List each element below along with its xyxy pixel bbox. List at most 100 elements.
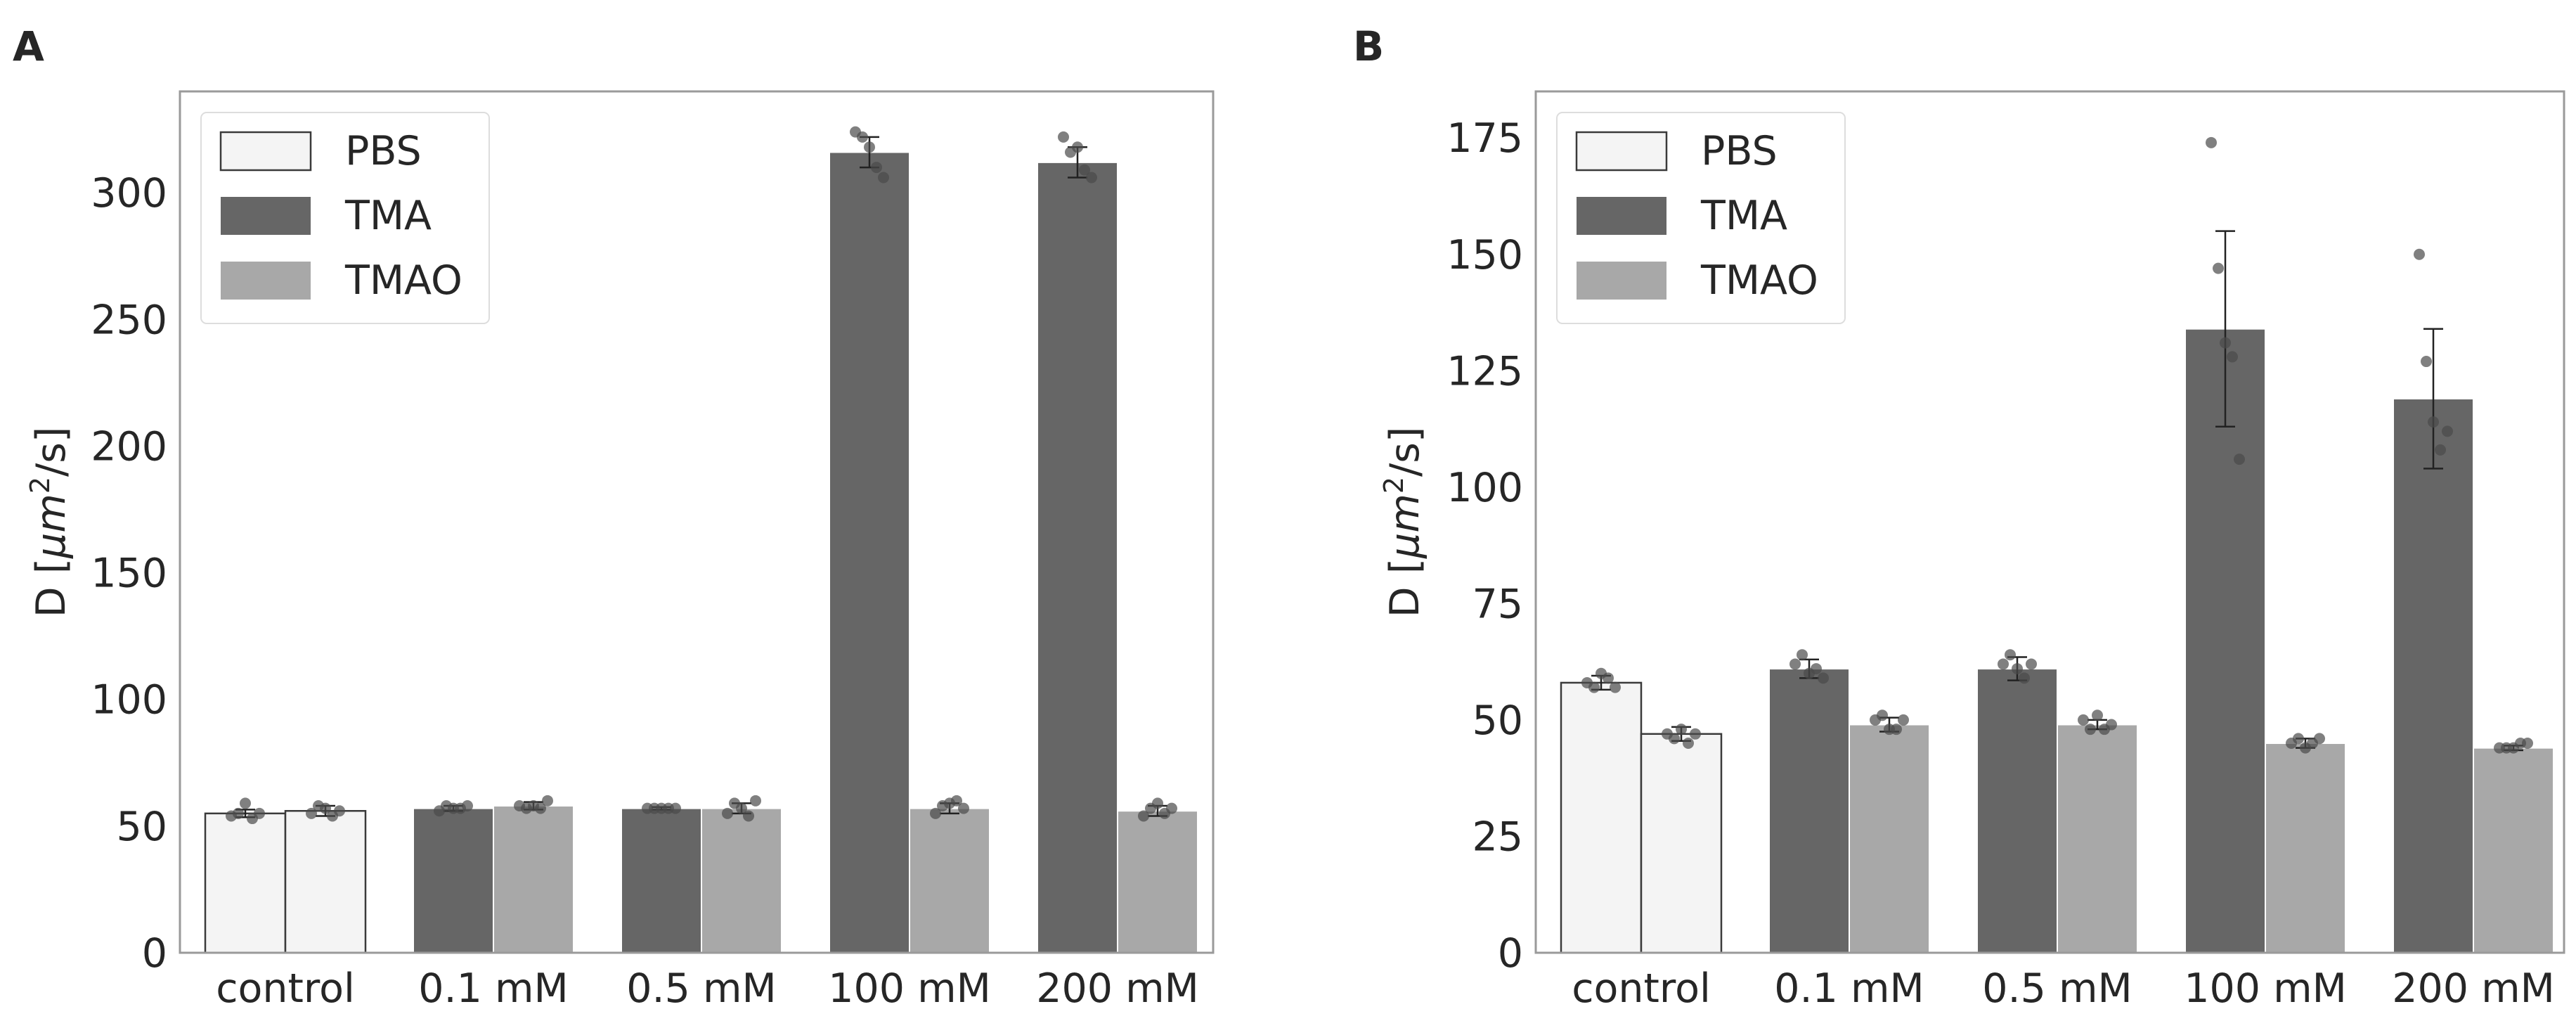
legend: PBS TMA TMAO <box>200 112 490 324</box>
x-tick-label: 200 mM <box>2392 965 2555 1012</box>
data-point <box>2293 733 2304 745</box>
data-point <box>1789 658 1801 670</box>
legend-label-tmao: TMAO <box>344 257 462 304</box>
data-point <box>2414 248 2425 260</box>
data-point <box>1676 724 1687 735</box>
y-tick-label: 175 <box>1446 115 1523 162</box>
legend-label-tma: TMA <box>1700 193 1787 239</box>
y-axis-label-ylabel-unit-mu: μ <box>1382 533 1428 559</box>
data-point <box>2220 337 2231 349</box>
data-point <box>462 800 473 812</box>
data-point <box>2078 714 2089 726</box>
data-point <box>857 131 868 143</box>
data-point <box>2213 262 2224 274</box>
x-tick-label: 200 mM <box>1036 965 1199 1012</box>
data-point <box>1166 802 1177 814</box>
y-axis-label-ylabel-prefix: D [ <box>28 558 75 617</box>
y-tick-label: 150 <box>1446 232 1523 278</box>
data-point <box>2026 658 2037 670</box>
data-point <box>2092 709 2103 721</box>
data-point <box>2005 649 2016 661</box>
y-axis-label-ylabel-unit-m: m <box>28 494 75 533</box>
x-tick-label: control <box>216 965 355 1012</box>
data-point <box>306 807 317 819</box>
panel-a: A 0 50 100 150 200 250 300 control 0.1 mM 0.5 mM 10… <box>13 23 1215 1012</box>
y-tick-label: 125 <box>1446 348 1523 394</box>
bar-pbs <box>204 812 287 954</box>
data-point <box>2522 738 2533 750</box>
data-point <box>1588 681 1600 693</box>
legend-swatch-tma <box>221 197 311 235</box>
y-axis-label-ylabel-unit-m: m <box>1382 494 1428 533</box>
plot-frame <box>1534 90 2565 954</box>
y-tick-label: 100 <box>91 677 167 724</box>
y-tick-label: 0 <box>1498 930 1523 977</box>
data-point <box>1818 672 1829 684</box>
data-point <box>2206 136 2217 148</box>
bar-pbs <box>284 809 367 954</box>
data-point <box>958 802 969 814</box>
legend-label-tma: TMA <box>344 193 432 239</box>
bar-pbs <box>1560 681 1643 954</box>
data-point <box>2085 724 2096 735</box>
data-point <box>1811 663 1822 675</box>
bar-tma <box>2393 398 2474 953</box>
y-tick-label: 25 <box>1472 814 1523 860</box>
data-point <box>722 807 733 819</box>
data-point <box>951 795 962 807</box>
y-tick-label: 50 <box>116 804 167 850</box>
data-point <box>1683 738 1694 750</box>
data-point <box>320 802 331 814</box>
data-point <box>2442 425 2453 437</box>
y-tick-label: 0 <box>142 930 167 977</box>
legend-swatch-pbs <box>219 131 312 172</box>
bar-tma <box>1037 161 1118 954</box>
data-point <box>2227 351 2238 363</box>
y-axis-label-ylabel-prefix: D [ <box>1382 558 1428 617</box>
data-point <box>2106 719 2117 731</box>
y-tick-label: 200 <box>91 423 167 470</box>
data-point <box>254 807 265 819</box>
y-axis-label-ylabel-unit-mu: μ <box>28 533 75 559</box>
data-point <box>2012 663 2023 675</box>
panel-letter: A <box>13 23 44 70</box>
legend-swatch-tma <box>1577 197 1666 235</box>
data-point <box>535 802 546 814</box>
x-tick-label: 0.5 mM <box>626 965 776 1012</box>
legend-swatch-pbs <box>1575 131 1668 172</box>
legend-label-tmao: TMAO <box>1700 257 1818 304</box>
y-axis-label: D [μm2/s] <box>25 427 75 617</box>
bar-tmao <box>701 807 782 953</box>
data-point <box>750 795 761 807</box>
data-point <box>930 807 941 819</box>
x-tick-label: 100 mM <box>2184 965 2347 1012</box>
y-tick-label: 150 <box>91 551 167 597</box>
data-point <box>670 802 681 814</box>
data-point <box>240 797 251 809</box>
data-point <box>878 172 889 184</box>
bar-tma <box>1976 668 2058 953</box>
y-tick-label: 100 <box>1446 465 1523 511</box>
bar-tma <box>829 151 910 953</box>
data-point <box>1079 164 1090 176</box>
y-tick-label: 250 <box>91 297 167 343</box>
data-point <box>233 807 244 819</box>
y-tick-label: 300 <box>91 170 167 217</box>
bar-tma <box>2185 328 2266 953</box>
data-point <box>743 810 754 822</box>
bar-tmao <box>493 805 574 953</box>
panel-letter: B <box>1353 23 1384 70</box>
y-axis-label: D [μm2/s] <box>1378 427 1428 617</box>
data-point <box>1138 810 1149 822</box>
bar-tmao <box>1849 724 1930 953</box>
bar-tmao <box>2473 747 2554 954</box>
bar-tma <box>621 807 702 953</box>
bar-tmao <box>2265 743 2346 953</box>
y-tick-label: 50 <box>1472 698 1523 744</box>
data-point <box>736 802 747 814</box>
bar-tmao <box>909 807 990 953</box>
data-point <box>2234 454 2245 465</box>
data-point <box>871 162 882 174</box>
data-point <box>2428 416 2439 428</box>
